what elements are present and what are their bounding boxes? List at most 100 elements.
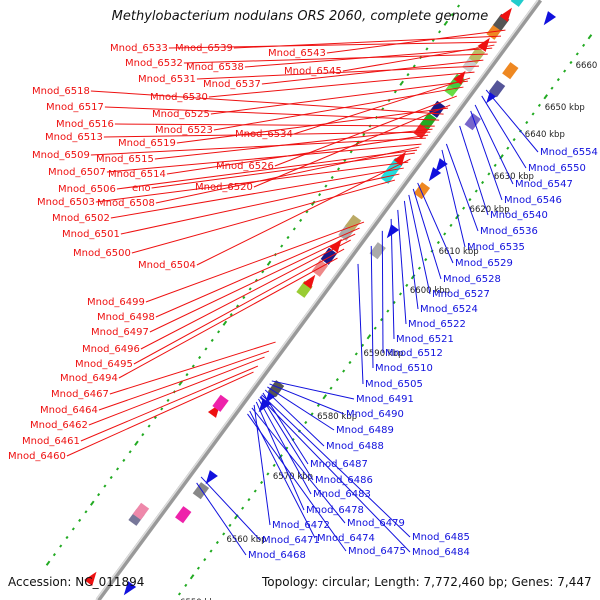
scale-tick bbox=[393, 90, 397, 94]
gene-block bbox=[369, 242, 386, 260]
gene-label: Mnod_6535 bbox=[467, 242, 525, 253]
gene-leader-line bbox=[481, 95, 527, 169]
scale-tick bbox=[286, 235, 290, 240]
gene-label: Mnod_6475 bbox=[348, 546, 406, 557]
kbp-label: 6620 kbp bbox=[470, 205, 510, 215]
scale-tick bbox=[316, 403, 320, 407]
scale-tick bbox=[184, 583, 188, 587]
scale-tick bbox=[222, 532, 226, 536]
gene-label: Mnod_6545 bbox=[284, 66, 342, 77]
reverse-gene-labels: Mnod_6554 Mnod_6550 Mnod_6547 Mnod_6546 Mnod… bbox=[196, 89, 598, 561]
gene-label: Mnod_6471 bbox=[262, 535, 320, 546]
kbp-label: 6590 kbp bbox=[363, 349, 403, 359]
scale-tick bbox=[122, 458, 126, 462]
scale-tick bbox=[487, 172, 491, 176]
gene-label: Mnod_6468 bbox=[248, 550, 306, 561]
gene-leader-line bbox=[417, 182, 454, 264]
gene-label: Mnod_6494 bbox=[60, 373, 118, 384]
scale-tick bbox=[392, 300, 396, 305]
gene-leader-line bbox=[90, 137, 426, 156]
gene-label: Mnod_6520 bbox=[195, 182, 253, 193]
scale-tick bbox=[587, 34, 593, 40]
scale-tick bbox=[204, 347, 208, 351]
forward-gene-arrow bbox=[477, 37, 490, 52]
gene-label: Mnod_6515 bbox=[96, 154, 154, 165]
scale-tick bbox=[348, 360, 352, 365]
scale-tick bbox=[531, 112, 535, 116]
gene-label: Mnod_6490 bbox=[346, 409, 404, 420]
scale-tick bbox=[330, 175, 334, 180]
gene-label: Mnod_6512 bbox=[385, 348, 443, 359]
scale-tick bbox=[260, 480, 264, 485]
scale-tick bbox=[525, 120, 529, 125]
scale-tick bbox=[241, 506, 245, 510]
gene-label: Mnod_6505 bbox=[365, 379, 423, 390]
scale-tick bbox=[229, 313, 233, 317]
gene-leader-line bbox=[154, 128, 433, 160]
gene-leader-line bbox=[408, 194, 431, 295]
scale-tick bbox=[543, 94, 549, 100]
gene-label: Mnod_6489 bbox=[336, 425, 394, 436]
gene-leader-line bbox=[244, 47, 493, 68]
scale-tick bbox=[305, 210, 309, 214]
gene-label: Mnod_6525 bbox=[152, 109, 210, 120]
gene-leader-line bbox=[106, 143, 422, 173]
scale-tick bbox=[52, 553, 56, 557]
gene-features bbox=[84, 0, 557, 596]
scale-tick bbox=[582, 43, 586, 47]
gene-label: Mnod_6527 bbox=[432, 289, 490, 300]
gene-label: Mnod_6503 bbox=[37, 197, 95, 208]
gene-leader-line bbox=[196, 482, 247, 556]
scale-tick bbox=[569, 60, 573, 65]
gene-leader-line bbox=[264, 389, 325, 447]
gene-leader-line bbox=[357, 263, 364, 385]
scale-tick bbox=[198, 355, 202, 360]
gene-label: Mnod_6487 bbox=[310, 459, 368, 470]
gene-leader-line bbox=[116, 149, 418, 190]
gene-leader-line bbox=[98, 350, 270, 411]
gene-label: Mnod_6484 bbox=[412, 547, 470, 558]
scale-tick bbox=[322, 394, 328, 400]
gene-leader-line bbox=[370, 245, 374, 369]
reverse-gene-arrow bbox=[428, 167, 442, 182]
gene-leader-line bbox=[88, 356, 265, 426]
scale-tick bbox=[406, 73, 410, 77]
gene-label: Mnod_6499 bbox=[87, 297, 145, 308]
genome-backbone-highlight bbox=[95, 0, 539, 600]
scale-tick bbox=[468, 198, 472, 202]
scale-tick bbox=[109, 475, 113, 480]
gene-label: Mnod_6496 bbox=[82, 344, 140, 355]
gene-leader-line bbox=[474, 104, 514, 185]
scale-tick bbox=[438, 30, 442, 34]
scale-tick bbox=[84, 510, 88, 514]
gene-label: Mnod_6518 bbox=[32, 86, 90, 97]
gene-leader-line bbox=[120, 173, 400, 235]
scale-tick bbox=[349, 150, 353, 154]
gene-label: Mnod_6523 bbox=[155, 125, 213, 136]
gene-label: Mnod_6461 bbox=[22, 436, 80, 447]
scale-tick bbox=[160, 407, 164, 411]
scale-tick bbox=[362, 133, 366, 137]
gene-label: Mnod_6504 bbox=[138, 260, 196, 271]
gene-leader-line bbox=[267, 386, 335, 431]
scale-tick bbox=[361, 343, 365, 347]
gene-block bbox=[311, 259, 329, 277]
scale-tick bbox=[210, 338, 214, 342]
gene-label: Mnod_6497 bbox=[91, 327, 149, 338]
reverse-gene-arrow bbox=[258, 398, 271, 413]
scale-tick bbox=[217, 330, 221, 334]
gene-label: Mnod_6513 bbox=[45, 132, 103, 143]
scale-tick bbox=[575, 52, 579, 56]
gene-label: Mnod_6522 bbox=[408, 319, 466, 330]
scale-tick bbox=[563, 69, 567, 73]
gene-block bbox=[192, 482, 210, 500]
gene-label: Mnod_6519 bbox=[118, 138, 176, 149]
kbp-label: 6600 kbp bbox=[410, 286, 450, 296]
scale-tick bbox=[222, 320, 228, 326]
gene-label: Mnod_6540 bbox=[490, 210, 548, 221]
gene-leader-line bbox=[260, 395, 314, 481]
scale-tick bbox=[450, 13, 454, 17]
gene-label: Mnod_6547 bbox=[515, 179, 573, 190]
